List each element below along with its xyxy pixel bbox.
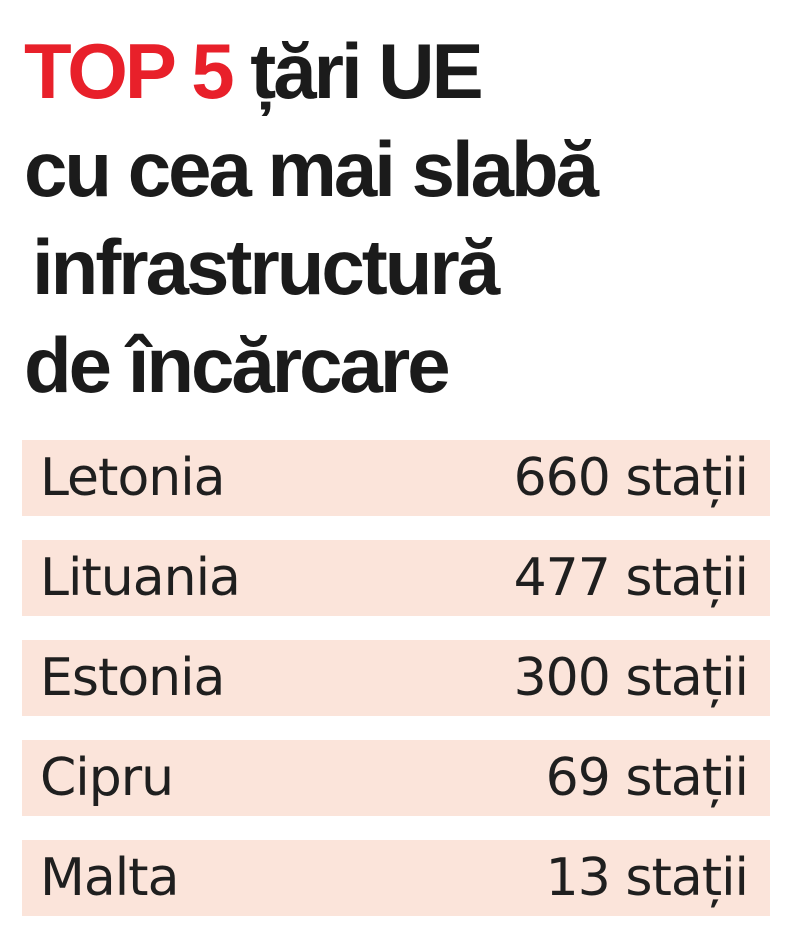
station-count: 660 stații <box>513 448 749 508</box>
title-line-2: cu cea mai slabă <box>24 125 599 213</box>
chart-title: TOP 5 țări UE cu cea mai slabă infrastru… <box>24 22 784 414</box>
station-count: 477 stații <box>513 548 749 608</box>
country-name: Estonia <box>40 648 225 708</box>
title-line-1: TOP 5 țări UE <box>24 22 784 120</box>
title-line-1-rest: țări UE <box>250 27 483 115</box>
country-name: Malta <box>40 848 179 908</box>
table-row: Estonia 300 stații <box>22 640 770 716</box>
title-line-3: infrastructură <box>32 223 500 311</box>
station-count: 13 stații <box>545 848 749 908</box>
table-row: Malta 13 stații <box>22 840 770 916</box>
title-accent: TOP 5 <box>24 27 235 115</box>
country-name: Cipru <box>40 748 174 808</box>
table-row: Letonia 660 stații <box>22 440 770 516</box>
table-row: Lituania 477 stații <box>22 540 770 616</box>
station-count: 300 stații <box>513 648 749 708</box>
country-name: Lituania <box>40 548 241 608</box>
country-name: Letonia <box>40 448 226 508</box>
stations-table: Letonia 660 stații Lituania 477 stații Eston… <box>22 440 770 940</box>
title-line-4: de încărcare <box>24 321 451 409</box>
table-row: Cipru 69 stații <box>22 740 770 816</box>
station-count: 69 stații <box>545 748 749 808</box>
